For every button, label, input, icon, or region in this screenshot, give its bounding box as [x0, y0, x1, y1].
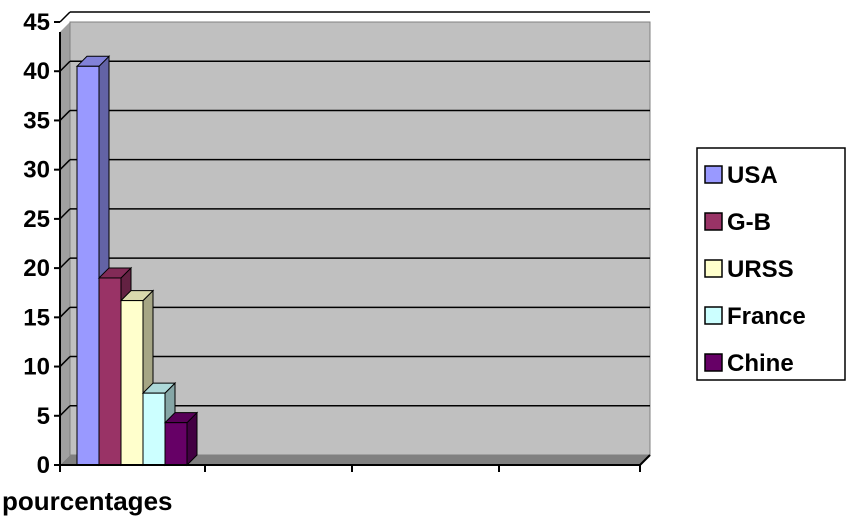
gridline-diagonal [59, 109, 71, 121]
bars [75, 55, 199, 467]
y-tick-labels: 0 5 10 15 20 25 30 35 40 45 [23, 9, 50, 479]
legend-label: G-B [727, 209, 771, 236]
legend-label: URSS [727, 256, 794, 283]
legend-swatch [704, 306, 723, 325]
legend-swatch [704, 353, 723, 372]
floor [60, 455, 650, 465]
legend-label: France [727, 303, 806, 330]
side-wall [60, 22, 70, 465]
bar-front [98, 277, 122, 466]
legend-swatch [704, 212, 723, 231]
axes [54, 21, 651, 472]
gridline-diagonal [59, 405, 71, 417]
gridline-diagonal [59, 60, 71, 72]
legend-item-urss: URSS [704, 256, 794, 283]
x-axis-end [639, 454, 651, 466]
legend: USA G-B URSS France Chine [696, 147, 846, 381]
gridline-diagonal [59, 159, 71, 171]
y-tick-label: 0 [37, 452, 50, 479]
legend-item-chine: Chine [704, 350, 794, 377]
gridline-diagonal [59, 257, 71, 269]
bar-front [164, 422, 188, 466]
gridline-diagonal [59, 356, 71, 368]
legend-swatch [704, 165, 723, 184]
y-tick-label: 40 [23, 58, 50, 85]
bar-chine [163, 411, 199, 467]
x-axis-title: pourcentages [2, 486, 173, 516]
legend-label: Chine [727, 350, 794, 377]
gridline-diagonal [59, 306, 71, 318]
y-tick-label: 10 [23, 354, 50, 381]
bar-front [76, 65, 100, 466]
legend-swatch [704, 259, 723, 278]
y-tick-label: 30 [23, 157, 50, 184]
legend-item-france: France [704, 303, 806, 330]
y-tick-label: 45 [23, 9, 50, 36]
y-tick-label: 5 [37, 403, 50, 430]
legend-item-g-b: G-B [704, 209, 771, 236]
bar-front [120, 300, 144, 466]
legend-label: USA [727, 162, 778, 189]
y-tick-label: 25 [23, 206, 50, 233]
gridline-diagonal [59, 11, 71, 23]
gridline-diagonal [59, 208, 71, 220]
y-tick-label: 15 [23, 304, 50, 331]
y-tick-label: 20 [23, 255, 50, 282]
legend-item-usa: USA [704, 162, 778, 189]
y-tick-label: 35 [23, 107, 50, 134]
bar-front [142, 392, 166, 466]
